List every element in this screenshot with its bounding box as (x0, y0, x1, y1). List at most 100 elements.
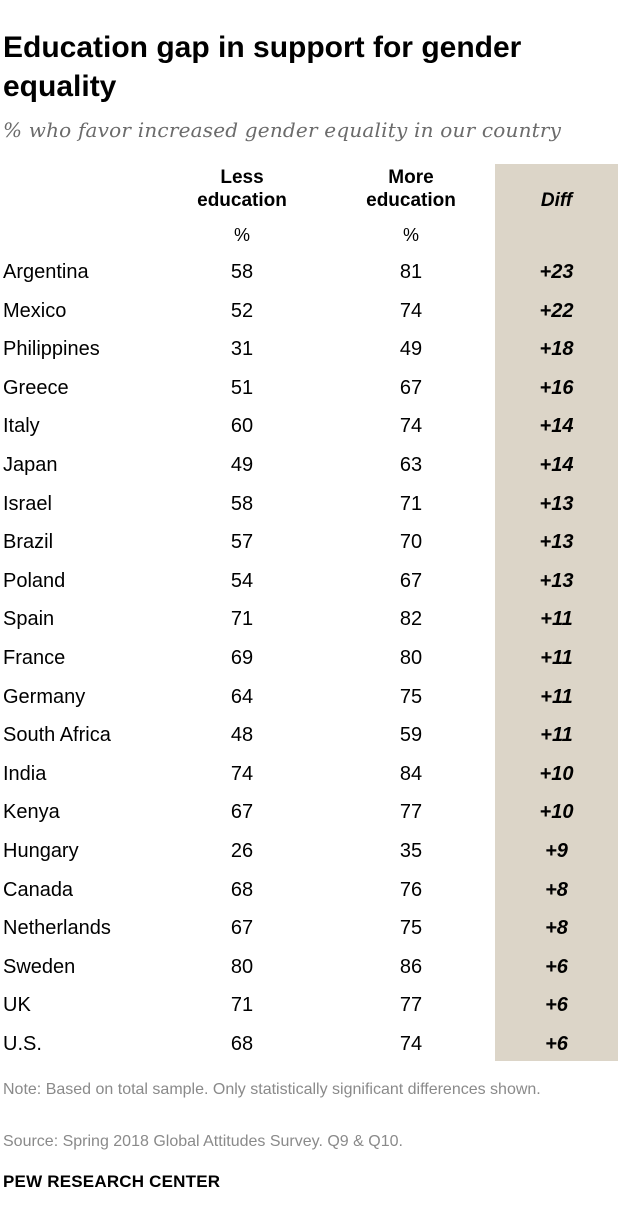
more-education-cell: 76 (399, 878, 423, 901)
table-row: Brazil 57 70 +13 (0, 523, 620, 561)
column-header-more: More education (361, 166, 461, 212)
column-header-diff: Diff (540, 190, 573, 211)
more-education-cell: 84 (399, 762, 423, 785)
country-cell: Japan (3, 454, 58, 476)
table-row: Netherlands 67 75 +8 (0, 909, 620, 947)
diff-cell: +13 (539, 531, 574, 554)
table-row: Spain 71 82 +11 (0, 600, 620, 638)
more-education-cell: 80 (399, 647, 423, 669)
less-education-cell: 80 (230, 955, 254, 978)
more-education-cell: 74 (399, 1033, 423, 1055)
country-cell: Kenya (3, 801, 60, 824)
less-education-cell: 68 (230, 878, 254, 901)
more-education-cell: 35 (399, 840, 423, 862)
less-education-cell: 26 (230, 840, 254, 862)
diff-cell: +23 (539, 261, 574, 283)
more-education-cell: 74 (399, 415, 423, 438)
diff-cell: +14 (539, 415, 574, 438)
diff-cell: +10 (539, 762, 574, 785)
diff-cell: +9 (545, 840, 568, 862)
country-cell: Hungary (3, 840, 79, 862)
country-cell: France (3, 647, 66, 669)
less-education-cell: 58 (230, 492, 254, 515)
diff-cell: +22 (539, 299, 574, 322)
less-education-cell: 52 (230, 299, 254, 322)
more-education-cell: 71 (399, 492, 423, 515)
table-row: Kenya 67 77 +10 (0, 793, 620, 831)
less-education-cell: 64 (230, 685, 254, 708)
table-row: Greece 51 67 +16 (0, 369, 620, 407)
more-education-cell: 77 (399, 994, 423, 1017)
country-cell: Brazil (3, 531, 54, 554)
diff-cell: +11 (540, 647, 573, 669)
diff-cell: +14 (539, 454, 574, 476)
diff-cell: +6 (545, 1033, 568, 1055)
table-row: South Africa 48 59 +11 (0, 716, 620, 754)
more-education-cell: 67 (399, 569, 423, 592)
country-cell: South Africa (3, 724, 111, 747)
table-row: India 74 84 +10 (0, 755, 620, 793)
less-education-cell: 60 (230, 415, 254, 438)
more-education-cell: 49 (399, 338, 423, 361)
table-row: Germany 64 75 +11 (0, 678, 620, 716)
country-cell: Netherlands (3, 917, 111, 940)
table-row: UK 71 77 +6 (0, 986, 620, 1024)
diff-cell: +18 (539, 338, 574, 361)
diff-cell: +6 (545, 955, 568, 978)
country-cell: Argentina (3, 261, 89, 283)
unit-label-more: % (402, 225, 419, 245)
column-header-less-line2: education (197, 190, 287, 211)
more-education-cell: 59 (399, 724, 423, 747)
more-education-cell: 74 (399, 299, 423, 322)
diff-column-band (495, 164, 618, 1061)
more-education-cell: 63 (399, 454, 423, 476)
table-row: France 69 80 +11 (0, 639, 620, 677)
brand-logo-text: PEW RESEARCH CENTER (3, 1172, 221, 1191)
table-row: Poland 54 67 +13 (0, 562, 620, 600)
less-education-cell: 31 (230, 338, 254, 361)
table-row: Hungary 26 35 +9 (0, 832, 620, 870)
chart-title: Education gap in support for gender equa… (3, 31, 522, 103)
more-education-cell: 77 (399, 801, 423, 824)
column-header-more-line2: education (366, 190, 456, 211)
more-education-cell: 75 (399, 685, 423, 708)
country-cell: Philippines (3, 338, 100, 361)
diff-cell: +8 (545, 917, 568, 940)
more-education-cell: 70 (399, 531, 423, 554)
table-row: Israel 58 71 +13 (0, 485, 620, 523)
country-cell: U.S. (3, 1033, 42, 1055)
table-row: Sweden 80 86 +6 (0, 948, 620, 986)
more-education-cell: 81 (399, 261, 423, 283)
less-education-cell: 67 (230, 801, 254, 824)
less-education-cell: 69 (230, 647, 254, 669)
table-row: Mexico 52 74 +22 (0, 292, 620, 330)
diff-cell: +6 (545, 994, 568, 1017)
less-education-cell: 54 (230, 569, 254, 592)
diff-cell: +11 (540, 724, 573, 747)
less-education-cell: 57 (230, 531, 254, 554)
column-header-less-line1: Less (220, 167, 264, 188)
more-education-cell: 86 (399, 955, 423, 978)
less-education-cell: 48 (230, 724, 254, 747)
less-education-cell: 68 (230, 1033, 254, 1055)
unit-label-less: % (233, 225, 250, 245)
less-education-cell: 74 (230, 762, 254, 785)
diff-cell: +8 (545, 878, 568, 901)
column-header-less: Less education (192, 166, 292, 212)
table-row: Philippines 31 49 +18 (0, 330, 620, 368)
country-cell: Sweden (3, 955, 76, 978)
country-cell: Italy (3, 415, 40, 438)
less-education-cell: 67 (230, 917, 254, 940)
more-education-cell: 75 (399, 917, 423, 940)
table-row: Canada 68 76 +8 (0, 871, 620, 909)
chart-subtitle: % who favor increased gender equality in… (3, 118, 562, 142)
country-cell: Canada (3, 878, 74, 901)
diff-cell: +13 (539, 569, 574, 592)
less-education-cell: 58 (230, 261, 254, 283)
country-cell: Mexico (3, 299, 67, 322)
less-education-cell: 49 (230, 454, 254, 476)
country-cell: Germany (3, 685, 86, 708)
country-cell: India (3, 762, 47, 785)
diff-cell: +10 (539, 801, 574, 824)
table-row: Argentina 58 81 +23 (0, 253, 620, 291)
